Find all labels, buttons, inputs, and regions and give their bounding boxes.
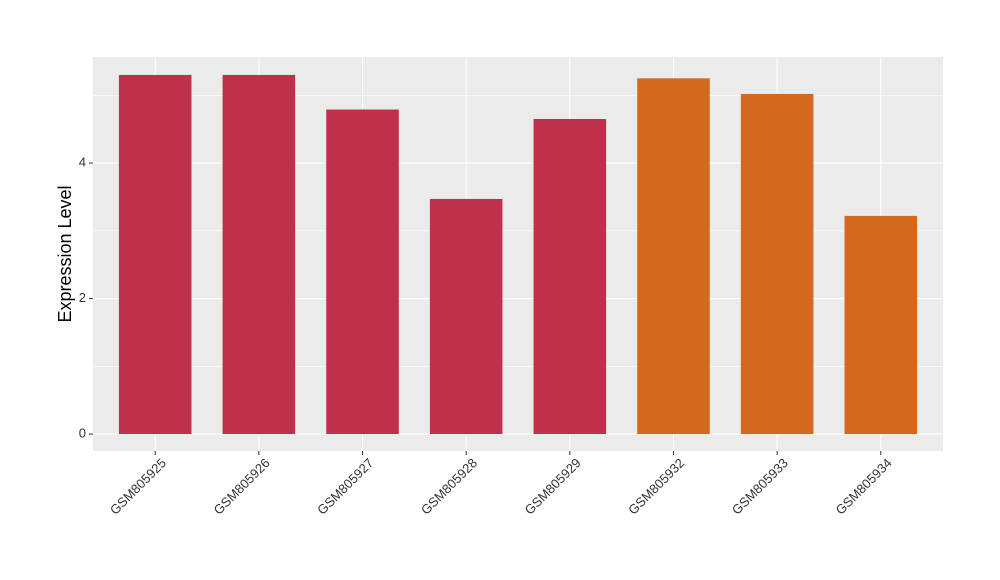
x-tick-label: GSM805926 bbox=[211, 455, 273, 517]
bar bbox=[637, 78, 710, 435]
bar bbox=[740, 93, 814, 435]
bar bbox=[118, 74, 192, 435]
y-axis-title: Expression Level bbox=[55, 185, 75, 322]
x-tick-label: GSM805933 bbox=[729, 455, 791, 517]
bar bbox=[429, 198, 503, 435]
panel bbox=[93, 57, 943, 451]
y-tick-label: 4 bbox=[79, 154, 86, 169]
y-tick-label: 2 bbox=[79, 290, 86, 305]
x-tick-label: GSM805932 bbox=[625, 455, 687, 517]
x-tick-label: GSM805925 bbox=[107, 455, 169, 517]
x-tick-label: GSM805927 bbox=[314, 455, 376, 517]
x-tick-label: GSM805928 bbox=[418, 455, 480, 517]
x-tick-label: GSM805934 bbox=[832, 455, 894, 517]
x-tick-label: GSM805929 bbox=[522, 455, 584, 517]
bar bbox=[533, 118, 607, 435]
y-tick-label: 0 bbox=[79, 425, 86, 440]
bar bbox=[222, 74, 296, 435]
bar bbox=[326, 109, 399, 435]
bar bbox=[844, 215, 918, 435]
